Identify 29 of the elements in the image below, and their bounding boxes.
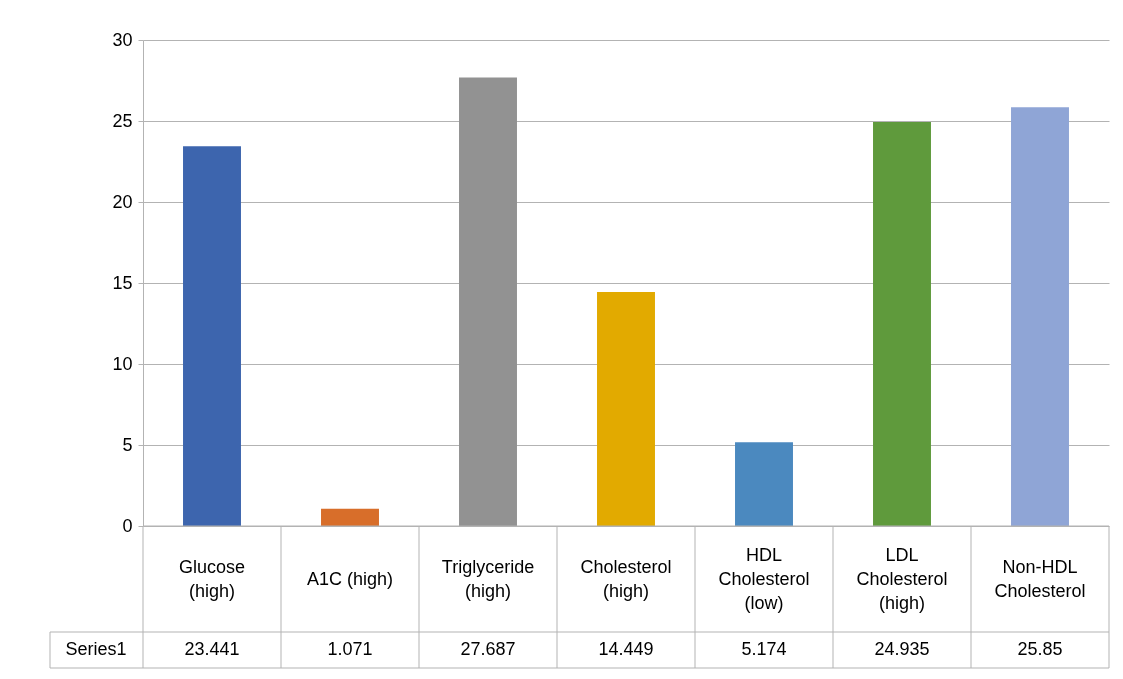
bar xyxy=(321,508,379,526)
x-tick-label: Non-HDL Cholesterol xyxy=(994,557,1086,601)
data-label: 1.071 xyxy=(327,639,373,659)
data-label: 25.85 xyxy=(1017,639,1063,659)
y-tick-label: 15 xyxy=(112,272,133,293)
x-tick-label: Glucose (high) xyxy=(178,557,246,601)
y-tick-label: 10 xyxy=(112,353,133,374)
bar xyxy=(873,122,931,526)
x-tick-label: LDL Cholesterol (high) xyxy=(856,545,948,613)
bar xyxy=(735,442,793,526)
x-tick-label: Cholesterol (high) xyxy=(580,557,672,601)
data-label: 27.687 xyxy=(460,639,516,659)
y-tick-label: 0 xyxy=(122,515,133,536)
bar xyxy=(459,77,517,526)
bar xyxy=(1011,107,1069,526)
x-tick-label: HDL Cholesterol (low) xyxy=(718,545,810,613)
x-tick-label: A1C (high) xyxy=(306,569,394,589)
y-tick-label: 20 xyxy=(112,191,133,212)
text: Series1 xyxy=(65,639,127,659)
data-label: 5.174 xyxy=(741,639,787,659)
y-tick-label: 30 xyxy=(112,29,133,50)
data-label: 24.935 xyxy=(874,639,930,659)
bar xyxy=(597,291,655,526)
data-label: 14.449 xyxy=(598,639,654,659)
y-tick-label: 25 xyxy=(112,110,133,131)
data-label: 23.441 xyxy=(184,639,240,659)
x-tick-label: Triglyceride (high) xyxy=(441,557,535,601)
y-tick-label: 5 xyxy=(122,434,133,455)
bar xyxy=(183,146,241,526)
